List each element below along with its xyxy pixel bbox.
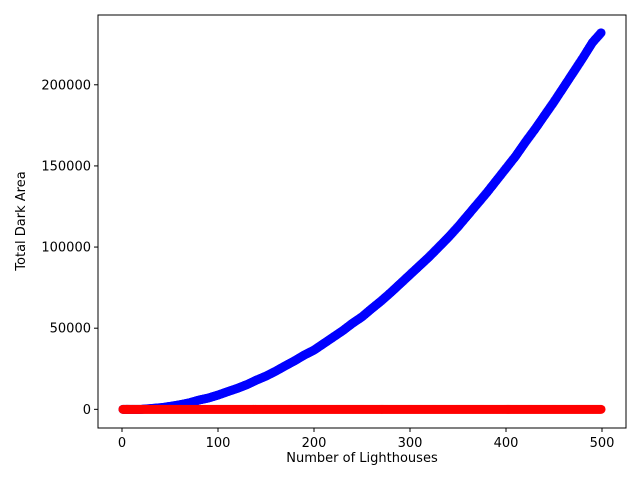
series-1-point: [596, 404, 606, 414]
x-tick-label: 0: [118, 436, 126, 451]
x-axis-label: Number of Lighthouses: [286, 451, 438, 466]
plot-frame: [97, 14, 627, 429]
y-axis-label: Total Dark Area: [14, 171, 29, 271]
y-tick-label: 0: [83, 403, 91, 418]
x-tick-label: 100: [206, 436, 231, 451]
y-tick-label: 50000: [50, 322, 91, 337]
x-tick-label: 500: [590, 436, 615, 451]
series-0-point: [596, 28, 606, 38]
y-tick-label: 150000: [41, 159, 91, 174]
x-tick-label: 400: [494, 436, 519, 451]
y-axis-ticks: 0 50000 100000 150000 200000: [41, 78, 98, 418]
chart-marks: [118, 28, 606, 414]
x-axis-ticks: 0 100 200 300 400 500: [118, 428, 615, 451]
x-tick-label: 300: [398, 436, 423, 451]
y-tick-label: 100000: [41, 241, 91, 256]
x-tick-label: 200: [302, 436, 327, 451]
y-tick-label: 200000: [41, 78, 91, 93]
